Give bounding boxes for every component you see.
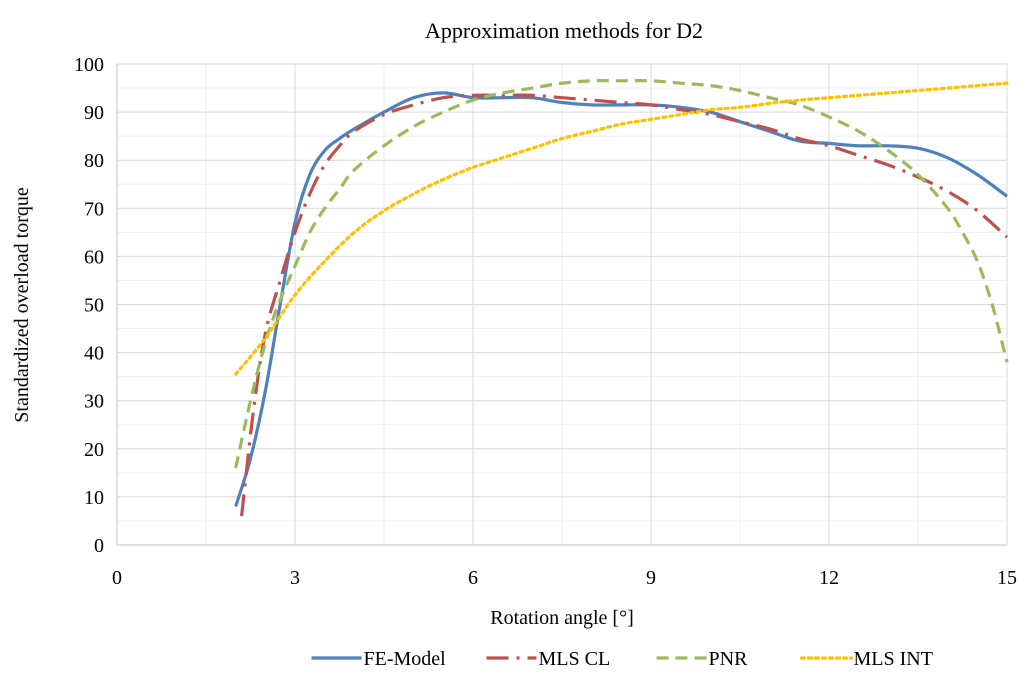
y-tick-label: 0 bbox=[94, 535, 104, 557]
x-tick-labels: 0 3 6 9 12 15 bbox=[112, 567, 1017, 589]
major-gridlines bbox=[117, 63, 1008, 545]
y-tick-label: 60 bbox=[84, 246, 104, 268]
y-tick-label: 80 bbox=[84, 150, 104, 172]
legend-label-mls-int: MLS INT bbox=[854, 648, 933, 670]
y-tick-label: 50 bbox=[84, 295, 104, 317]
x-tick-label: 12 bbox=[819, 567, 839, 589]
series-line-mls-cl bbox=[240, 93, 1009, 517]
x-tick-label: 15 bbox=[997, 567, 1017, 589]
y-tick-label: 10 bbox=[84, 487, 104, 509]
legend-item-pnr: PNR bbox=[656, 648, 749, 670]
y-tick-label: 20 bbox=[84, 439, 104, 461]
axis-lines bbox=[116, 64, 1007, 546]
x-tick-label: 9 bbox=[646, 567, 656, 589]
y-tick-label: 90 bbox=[84, 102, 104, 124]
legend-label-mls-cl: MLS CL bbox=[539, 648, 611, 670]
series-line-pnr bbox=[234, 79, 1009, 469]
legend-label-pnr: PNR bbox=[709, 648, 749, 670]
legend-item-fe-model: FE-Model bbox=[311, 648, 447, 670]
legend-item-mls-int: MLS INT bbox=[799, 648, 933, 670]
legend-label-fe-model: FE-Model bbox=[364, 648, 447, 670]
y-tick-label: 70 bbox=[84, 198, 104, 220]
x-tick-label: 3 bbox=[290, 567, 300, 589]
series-lines bbox=[234, 79, 1009, 517]
y-tick-label: 30 bbox=[84, 391, 104, 413]
series-line-mls-int bbox=[234, 81, 1009, 376]
legend: FE-Model MLS CL PNR MLS INT bbox=[311, 648, 933, 670]
chart-title: Approximation methods for D2 bbox=[425, 18, 703, 43]
x-tick-label: 6 bbox=[468, 567, 478, 589]
x-axis-label: Rotation angle [°] bbox=[490, 607, 634, 629]
y-tick-labels: 0 10 20 30 40 50 60 70 80 90 100 bbox=[74, 54, 104, 557]
x-tick-label: 0 bbox=[112, 567, 122, 589]
y-axis-label: Standardized overload torque bbox=[11, 187, 33, 423]
legend-item-mls-cl: MLS CL bbox=[486, 648, 611, 670]
series-line-fe-model bbox=[234, 91, 1008, 507]
y-tick-label: 100 bbox=[74, 54, 104, 76]
y-tick-label: 40 bbox=[84, 343, 104, 365]
